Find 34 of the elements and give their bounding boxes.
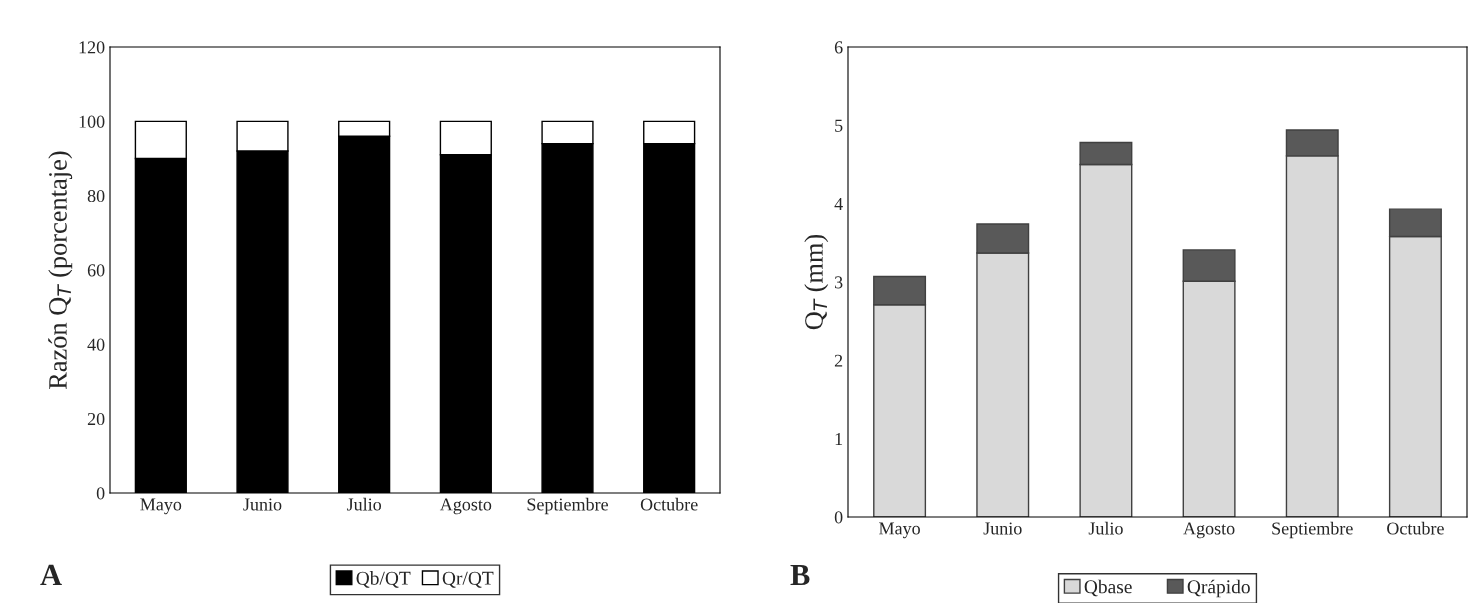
- y-tick-label: 20: [87, 412, 105, 426]
- y-tick-label: 5: [835, 119, 843, 132]
- text: B: [790, 564, 810, 586]
- x-tick-label: Julio: [346, 497, 382, 511]
- y-tick-label: 120: [79, 41, 105, 54]
- y-axis-title: Q$_{T}$ (mm): [804, 234, 829, 330]
- y-axis-title: Razón Q$_{T}$ (porcentaje): [48, 151, 73, 390]
- text: A: [40, 564, 62, 585]
- y-tick-label: 4: [834, 198, 843, 210]
- y-tick-label: 0: [834, 511, 843, 524]
- legend-label: Qb/QT: [356, 571, 411, 588]
- y-tick-label: 60: [87, 264, 105, 277]
- y-tick-label: 3: [834, 276, 843, 289]
- x-tick-label: Mayo: [879, 522, 920, 539]
- y-tick-label: 0: [96, 487, 105, 500]
- y-tick-label: 40: [87, 338, 105, 351]
- x-tick-label: Junio: [983, 522, 1022, 535]
- x-tick-label: Julio: [1088, 521, 1123, 535]
- y-tick-label: 100: [79, 115, 105, 128]
- x-tick-label: Mayo: [140, 498, 182, 515]
- x-tick-label: Septiembre: [527, 497, 608, 515]
- x-tick-label: Junio: [243, 498, 282, 511]
- y-tick-label: 2: [834, 354, 843, 367]
- legend-label: Qbase: [1084, 579, 1132, 597]
- y-tick-label: 6: [834, 41, 843, 54]
- x-tick-label: Octubre: [1387, 521, 1444, 535]
- y-tick-label: 80: [87, 189, 105, 203]
- x-tick-label: Agosto: [439, 498, 492, 515]
- x-tick-label: Agosto: [1183, 522, 1235, 539]
- x-tick-label: Septiembre: [1272, 521, 1353, 539]
- legend-label: Qr/QT: [442, 571, 494, 588]
- x-tick-label: Octubre: [640, 497, 698, 511]
- legend-label: Qrápido: [1187, 579, 1250, 598]
- y-tick-label: 1: [835, 433, 843, 445]
